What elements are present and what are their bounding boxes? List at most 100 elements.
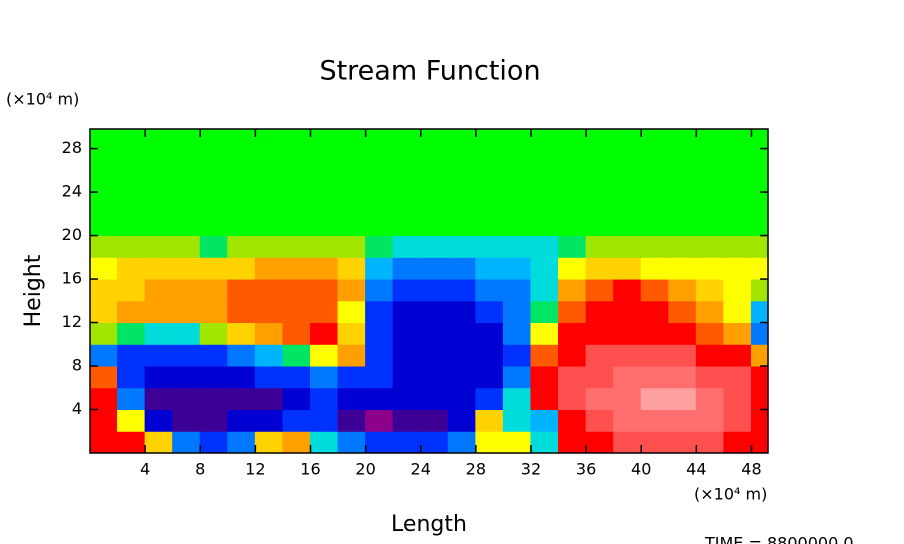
x-tick-label: 28	[466, 460, 486, 479]
contour-cell	[117, 256, 146, 280]
contour-cell	[695, 256, 725, 280]
contour-cell	[695, 430, 725, 453]
contour-cell	[447, 409, 477, 432]
contour-cell	[502, 430, 532, 453]
contour-cell	[750, 213, 768, 237]
contour-cell	[558, 409, 587, 432]
contour-cell	[585, 169, 615, 193]
contour-cell	[447, 191, 477, 215]
contour-cell	[640, 322, 670, 345]
contour-cell	[447, 213, 477, 237]
contour-cell	[585, 387, 615, 411]
contour-cell	[640, 169, 670, 193]
contour-cell	[90, 148, 119, 171]
contour-cell	[613, 256, 642, 280]
x-tick-label: 48	[741, 460, 761, 479]
contour-cell	[117, 148, 146, 171]
contour-cell	[668, 191, 697, 215]
contour-cell	[558, 148, 587, 171]
contour-cell	[172, 213, 201, 237]
contour-cell	[640, 191, 670, 215]
contour-cell	[420, 235, 449, 258]
contour-cell	[585, 191, 615, 215]
contour-cell	[172, 129, 201, 150]
contour-cell	[144, 235, 174, 258]
contour-cell	[585, 430, 615, 453]
contour-cell	[309, 343, 339, 367]
contour-cell	[227, 129, 256, 150]
contour-cell	[502, 322, 532, 345]
contour-cell	[502, 256, 532, 280]
contour-cell	[558, 430, 587, 453]
x-tick-label: 36	[576, 460, 596, 479]
chart-title: Stream Function	[319, 56, 540, 87]
contour-cell	[530, 169, 560, 193]
contour-cell	[420, 365, 449, 389]
contour-cell	[282, 148, 311, 171]
contour-cell	[640, 387, 670, 411]
contour-cell	[613, 343, 642, 367]
contour-cell	[199, 213, 229, 237]
contour-cell	[227, 343, 256, 367]
contour-cell	[392, 343, 422, 367]
contour-cell	[613, 169, 642, 193]
contour-cell	[365, 213, 394, 237]
contour-cell	[558, 387, 587, 411]
y-tick-label: 24	[62, 182, 82, 201]
contour-cell	[613, 365, 642, 389]
contour-cell	[392, 430, 422, 453]
contour-cell	[695, 213, 725, 237]
contour-cell	[750, 129, 768, 150]
contour-cell	[227, 409, 256, 432]
contour-cell	[613, 387, 642, 411]
contour-cell	[585, 343, 615, 367]
contour-cell	[585, 256, 615, 280]
contour-cell	[365, 343, 394, 367]
contour-cell	[447, 278, 477, 302]
contour-cell	[530, 191, 560, 215]
contour-cell	[172, 235, 201, 258]
x-tick-label: 4	[140, 460, 150, 479]
contour-cell	[475, 213, 504, 237]
contour-cell	[309, 387, 339, 411]
y-tick-label: 16	[62, 269, 82, 288]
contour-cell	[613, 278, 642, 302]
contour-cell	[227, 148, 256, 171]
contour-cell	[585, 365, 615, 389]
contour-cell	[90, 191, 119, 215]
contour-cell	[90, 300, 119, 324]
contour-cell	[475, 343, 504, 367]
contour-cell	[309, 322, 339, 345]
contour-cell	[144, 148, 174, 171]
contour-cell	[144, 430, 174, 453]
contour-cell	[392, 256, 422, 280]
contour-cell	[337, 148, 367, 171]
contour-cell	[282, 409, 311, 432]
contour-cell	[668, 235, 697, 258]
contour-cell	[640, 300, 670, 324]
contour-cell	[282, 387, 311, 411]
contour-cell	[227, 365, 256, 389]
contour-cell	[337, 256, 367, 280]
contour-cell	[447, 129, 477, 150]
contour-cell	[117, 409, 146, 432]
contour-cell	[695, 343, 725, 367]
contour-cell	[530, 148, 560, 171]
contour-cell	[365, 235, 394, 258]
contour-cell	[90, 235, 119, 258]
contour-cell	[502, 169, 532, 193]
contour-cell	[392, 169, 422, 193]
contour-cell	[309, 148, 339, 171]
contour-cell	[227, 191, 256, 215]
contour-cell	[337, 278, 367, 302]
contour-cell	[199, 191, 229, 215]
contour-cell	[640, 409, 670, 432]
contour-cell	[613, 191, 642, 215]
contour-cell	[309, 278, 339, 302]
contour-cell	[723, 300, 752, 324]
contour-cell	[447, 300, 477, 324]
y-tick-label: 28	[62, 138, 82, 157]
contour-cell	[585, 409, 615, 432]
contour-cell	[447, 430, 477, 453]
contour-cell	[172, 365, 201, 389]
